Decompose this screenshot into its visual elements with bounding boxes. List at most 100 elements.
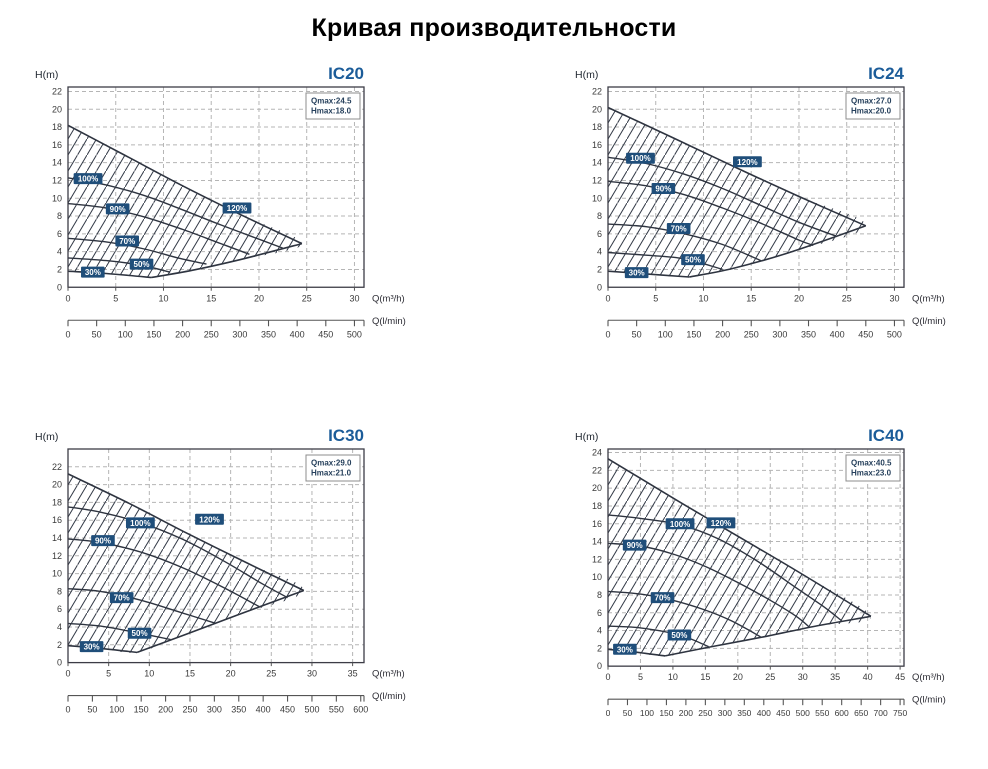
svg-text:15: 15: [746, 293, 756, 303]
svg-text:6: 6: [597, 608, 602, 618]
svg-text:25: 25: [765, 672, 775, 682]
curve-70%: [67, 237, 207, 265]
speed-label-70%: 70%: [666, 223, 691, 235]
curve-120%: [607, 106, 867, 227]
curve-70%: [607, 590, 761, 638]
speed-label-70%: 70%: [115, 235, 139, 247]
svg-text:5: 5: [106, 669, 111, 679]
svg-text:0: 0: [605, 672, 610, 682]
chart-cell: H(m) IC40 100% 90% 70% 50% 30% 120% Qmax:40.5 Hma…: [570, 421, 974, 730]
svg-text:5: 5: [653, 293, 658, 303]
svg-text:0: 0: [65, 705, 70, 715]
svg-text:250: 250: [744, 329, 759, 339]
svg-text:20: 20: [794, 293, 804, 303]
x2-axis-unit-label: Q(l/min): [372, 691, 406, 702]
svg-text:0: 0: [597, 661, 602, 671]
svg-text:30: 30: [798, 672, 808, 682]
curve-90%: [67, 202, 250, 255]
svg-text:150: 150: [134, 705, 149, 715]
svg-text:16: 16: [592, 140, 602, 150]
svg-text:350: 350: [737, 708, 751, 718]
svg-text:30: 30: [349, 293, 359, 303]
svg-text:40: 40: [863, 672, 873, 682]
svg-text:600: 600: [835, 708, 849, 718]
svg-text:100%: 100%: [670, 520, 690, 529]
curve-100%: [67, 177, 284, 249]
svg-text:0: 0: [65, 329, 70, 339]
performance-envelope: [608, 107, 866, 278]
curve-50%: [607, 625, 709, 648]
svg-text:10: 10: [52, 569, 62, 579]
svg-text:90%: 90%: [627, 541, 643, 550]
svg-text:300: 300: [207, 705, 222, 715]
svg-text:14: 14: [592, 158, 602, 168]
x-axis-labels: 0 5 10 15 20 25 30 35 Q(m³/h): [65, 662, 405, 680]
svg-text:30%: 30%: [85, 268, 101, 277]
curve-120%: [607, 458, 872, 617]
svg-text:500: 500: [796, 708, 810, 718]
svg-text:150: 150: [659, 708, 673, 718]
svg-text:Qmax:27.0: Qmax:27.0: [851, 97, 892, 106]
svg-text:750: 750: [893, 708, 907, 718]
svg-text:450: 450: [318, 329, 333, 339]
svg-text:70%: 70%: [114, 594, 130, 603]
curve-100%: [67, 506, 288, 599]
charts-grid: H(m) IC20 100% 90% 70% 50% 30% 120% Qmax:24.5 Hma…: [0, 59, 988, 730]
svg-text:35: 35: [348, 669, 358, 679]
svg-text:20: 20: [254, 293, 264, 303]
svg-text:22: 22: [52, 462, 62, 472]
svg-text:2: 2: [57, 264, 62, 274]
svg-text:100%: 100%: [78, 175, 98, 184]
chart-title: IC40: [868, 426, 904, 445]
svg-text:24: 24: [592, 448, 602, 458]
svg-text:45: 45: [895, 672, 905, 682]
svg-text:20: 20: [226, 669, 236, 679]
svg-text:300: 300: [718, 708, 732, 718]
svg-text:450: 450: [280, 705, 295, 715]
svg-text:0: 0: [605, 293, 610, 303]
svg-text:25: 25: [302, 293, 312, 303]
x-axis-labels: 0 5 10 15 20 25 30 Q(m³/h): [605, 287, 945, 304]
svg-text:15: 15: [700, 672, 710, 682]
curve-max-flow: [689, 225, 867, 278]
svg-text:50%: 50%: [134, 260, 150, 269]
curve-100%: [607, 514, 843, 622]
svg-text:10: 10: [698, 293, 708, 303]
speed-label-90%: 90%: [91, 535, 115, 547]
svg-text:0: 0: [597, 282, 602, 292]
y-axis-unit-label: H(m): [35, 431, 58, 443]
speed-label-100%: 100%: [73, 173, 103, 185]
svg-text:300: 300: [772, 329, 787, 339]
x-axis-unit-label: Q(m³/h): [372, 293, 405, 304]
svg-text:15: 15: [185, 669, 195, 679]
svg-text:550: 550: [815, 708, 829, 718]
y-axis-unit-label: H(m): [575, 69, 598, 81]
y-axis-labels: 0 2 4 6 8 10 12 14 16 18 20 22: [52, 462, 62, 668]
svg-text:25: 25: [266, 669, 276, 679]
svg-text:400: 400: [290, 329, 305, 339]
curve-max-flow: [150, 242, 303, 279]
performance-envelope: [608, 458, 871, 657]
speed-label-50%: 50%: [127, 627, 152, 639]
svg-text:50%: 50%: [132, 629, 148, 638]
svg-text:Qmax:40.5: Qmax:40.5: [851, 459, 892, 468]
speed-label-30%: 30%: [81, 266, 105, 278]
x2-axis-unit-label: Q(l/min): [912, 316, 946, 327]
svg-text:650: 650: [854, 708, 868, 718]
svg-text:20: 20: [733, 672, 743, 682]
plot-frame: [607, 86, 905, 288]
svg-text:0: 0: [605, 329, 610, 339]
svg-text:450: 450: [776, 708, 790, 718]
curve-120%: [67, 473, 305, 592]
curve-120%: [67, 124, 303, 245]
svg-text:150: 150: [686, 329, 701, 339]
lmin-axis: 0 50 100 150 200 250 300 350 400 450 500 550 600 650 7…: [606, 695, 946, 719]
curve-max-flow: [136, 589, 305, 654]
chart-cell: H(m) IC24 100% 90% 70% 50% 30% 120% Qmax:27.0 Hma…: [570, 59, 974, 351]
svg-text:100%: 100%: [630, 154, 650, 163]
chart-title: IC20: [328, 64, 364, 83]
x-axis-unit-label: Q(m³/h): [912, 293, 945, 304]
x-axis-unit-label: Q(m³/h): [372, 669, 405, 680]
svg-text:22: 22: [592, 86, 602, 96]
